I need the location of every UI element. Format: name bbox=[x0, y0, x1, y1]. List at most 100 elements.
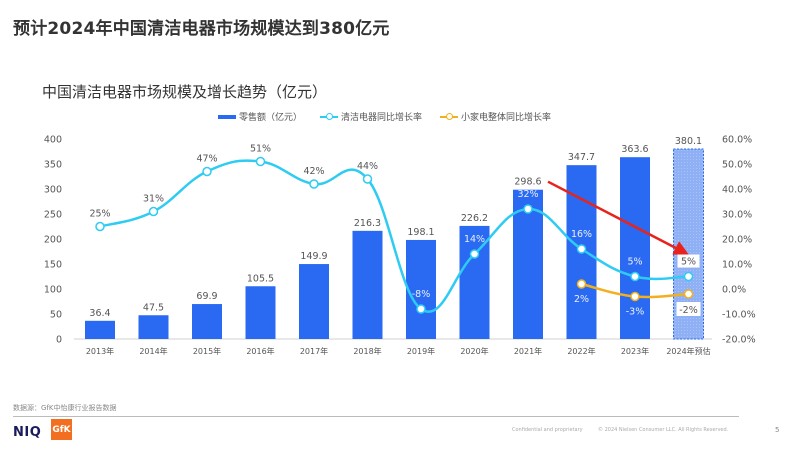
line-point-cleaning bbox=[148, 206, 159, 217]
bar bbox=[513, 189, 543, 339]
pct-label-cleaning: 44% bbox=[357, 161, 378, 172]
pct-label-cleaning: 47% bbox=[196, 154, 217, 165]
legend-label-retail: 零售额（亿元） bbox=[239, 113, 303, 123]
bar-value-label: 347.7 bbox=[568, 152, 595, 163]
x-axis-tick-label: 2015年 bbox=[193, 346, 221, 356]
annotation-arrow bbox=[547, 180, 689, 255]
x-axis-tick-label: 2023年 bbox=[621, 346, 649, 356]
line-point-cleaning bbox=[309, 179, 319, 189]
bar-value-label: 226.2 bbox=[461, 213, 488, 224]
gfk-logo: GfK bbox=[51, 419, 72, 440]
line-point-cleaning bbox=[469, 249, 480, 259]
pct-label-cleaning: 16% bbox=[571, 229, 592, 240]
bar bbox=[406, 239, 436, 339]
left-axis-tick-label: 150 bbox=[44, 260, 62, 271]
pct-label-cleaning: -8% bbox=[412, 289, 431, 300]
x-axis-tick-label: 2013年 bbox=[86, 346, 114, 356]
page-title: 预计2024年中国清洁电器市场规模达到380亿元 bbox=[13, 19, 390, 39]
left-axis-tick-label: 0 bbox=[56, 335, 62, 346]
line-point-small-appliance bbox=[576, 279, 587, 289]
right-axis-tick-label: 10.0% bbox=[722, 260, 752, 271]
left-axis: 0 50 100 150 200 250 300 350 400 bbox=[44, 135, 62, 346]
bar bbox=[352, 230, 383, 339]
left-axis-tick-label: 300 bbox=[44, 185, 62, 196]
right-axis-tick-label: 40.0% bbox=[722, 185, 752, 196]
pct-label-cleaning: 14% bbox=[464, 234, 485, 245]
bar bbox=[85, 320, 115, 339]
line-point-cleaning bbox=[576, 244, 587, 254]
line-series bbox=[95, 156, 694, 314]
x-axis-tick-label: 2024年预估 bbox=[666, 346, 710, 356]
x-axis-tick-label: 2016年 bbox=[246, 346, 274, 356]
bar bbox=[192, 304, 222, 339]
bar bbox=[299, 264, 329, 339]
legend-item-small-appliance-growth: 小家电整体同比增长率 bbox=[440, 110, 551, 123]
right-axis-tick-label: 30.0% bbox=[722, 210, 752, 221]
pct-label-cleaning: 25% bbox=[89, 209, 110, 220]
arrow-line bbox=[547, 180, 689, 255]
x-axis-tick-label: 2021年 bbox=[514, 346, 542, 356]
pct-label-small-appliance: -2% bbox=[679, 305, 698, 316]
legend-item-cleaning-growth: 清洁电器同比增长率 bbox=[320, 110, 422, 123]
niq-logo: NIQ bbox=[13, 425, 42, 440]
pct-label-small-appliance: 2% bbox=[574, 294, 589, 305]
x-axis-tick-label: 2018年 bbox=[353, 346, 381, 356]
right-axis-tick-label: 50.0% bbox=[722, 160, 752, 171]
left-axis-tick-label: 200 bbox=[44, 235, 62, 246]
line-point-cleaning bbox=[255, 156, 266, 167]
pct-label-cleaning: 31% bbox=[143, 194, 164, 205]
pct-label-box bbox=[677, 254, 700, 268]
legend-item-retail: 零售额（亿元） bbox=[218, 110, 302, 123]
bar-value-label: 363.6 bbox=[621, 144, 648, 155]
line-value-labels: 25% 31% 47% 51% 42% 44% -8% 14% 32% 16% 5% 5% 2% -3% -… bbox=[89, 144, 701, 318]
left-axis-tick-label: 250 bbox=[44, 210, 62, 221]
x-axis-tick-label: 2020年 bbox=[460, 346, 488, 356]
right-axis-tick-label: -20.0% bbox=[722, 335, 756, 346]
x-axis-tick-label: 2019年 bbox=[407, 346, 435, 356]
pct-label-cleaning: 32% bbox=[517, 189, 538, 200]
pct-label-cleaning: 5% bbox=[627, 257, 642, 268]
pct-label-cleaning: 51% bbox=[250, 144, 271, 155]
right-axis-tick-label: 20.0% bbox=[722, 235, 752, 246]
bar bbox=[620, 157, 650, 339]
x-axis-tick-label: 2022年 bbox=[567, 346, 595, 356]
pct-label-box bbox=[676, 302, 701, 316]
right-axis: -20.0% -10.0% 0.0% 10.0% 20.0% 30.0% 40.0% 50.0… bbox=[722, 135, 756, 346]
line-point-cleaning bbox=[202, 166, 212, 177]
bar-value-label: 69.9 bbox=[196, 291, 217, 302]
bar-value-label: 216.3 bbox=[354, 218, 381, 229]
footer-confidential: Confidential and proprietary bbox=[512, 427, 583, 433]
bar-value-label: 149.9 bbox=[300, 251, 327, 262]
line-point-cleaning bbox=[523, 204, 533, 214]
x-axis: 2013年 2014年 2015年 2016年 2017年 2018年 2019年 2020年… bbox=[86, 346, 711, 356]
left-axis-tick-label: 350 bbox=[44, 160, 62, 171]
left-axis-tick-label: 400 bbox=[44, 135, 62, 146]
line-point-cleaning bbox=[630, 271, 640, 282]
right-axis-tick-label: -10.0% bbox=[722, 310, 756, 321]
line-point-cleaning bbox=[95, 221, 105, 232]
footer-copyright: © 2024 Nielsen Consumer LLC. All Rights … bbox=[598, 427, 729, 433]
page-number: 5 bbox=[775, 426, 780, 434]
bar bbox=[245, 286, 276, 339]
bar bbox=[138, 315, 169, 339]
right-axis-tick-label: 0.0% bbox=[722, 285, 746, 296]
right-axis-tick-label: 60.0% bbox=[722, 135, 752, 146]
source-note: 数据源：GfK中怡康行业报告数据 bbox=[13, 404, 117, 412]
line-point-cleaning bbox=[362, 174, 373, 184]
legend-line-swatch-cleaning bbox=[320, 112, 339, 120]
line-point-cleaning bbox=[683, 271, 694, 282]
legend-line-swatch-small-appliance bbox=[440, 112, 459, 120]
line-point-small-appliance bbox=[683, 289, 694, 299]
bar-value-label: 380.1 bbox=[675, 136, 702, 147]
chart-legend: 零售额（亿元） 清洁电器同比增长率 小家电整体同比增长率 bbox=[218, 110, 551, 123]
footer-divider bbox=[13, 416, 739, 417]
left-axis-tick-label: 50 bbox=[50, 310, 62, 321]
x-axis-tick-label: 2014年 bbox=[139, 346, 167, 356]
line-point-small-appliance bbox=[630, 291, 640, 302]
left-axis-tick-label: 100 bbox=[44, 285, 62, 296]
legend-bar-swatch bbox=[218, 114, 236, 119]
pct-label-cleaning: 5% bbox=[681, 257, 696, 268]
bar-value-label: 105.5 bbox=[247, 273, 274, 284]
pct-label-cleaning: 42% bbox=[303, 166, 324, 177]
